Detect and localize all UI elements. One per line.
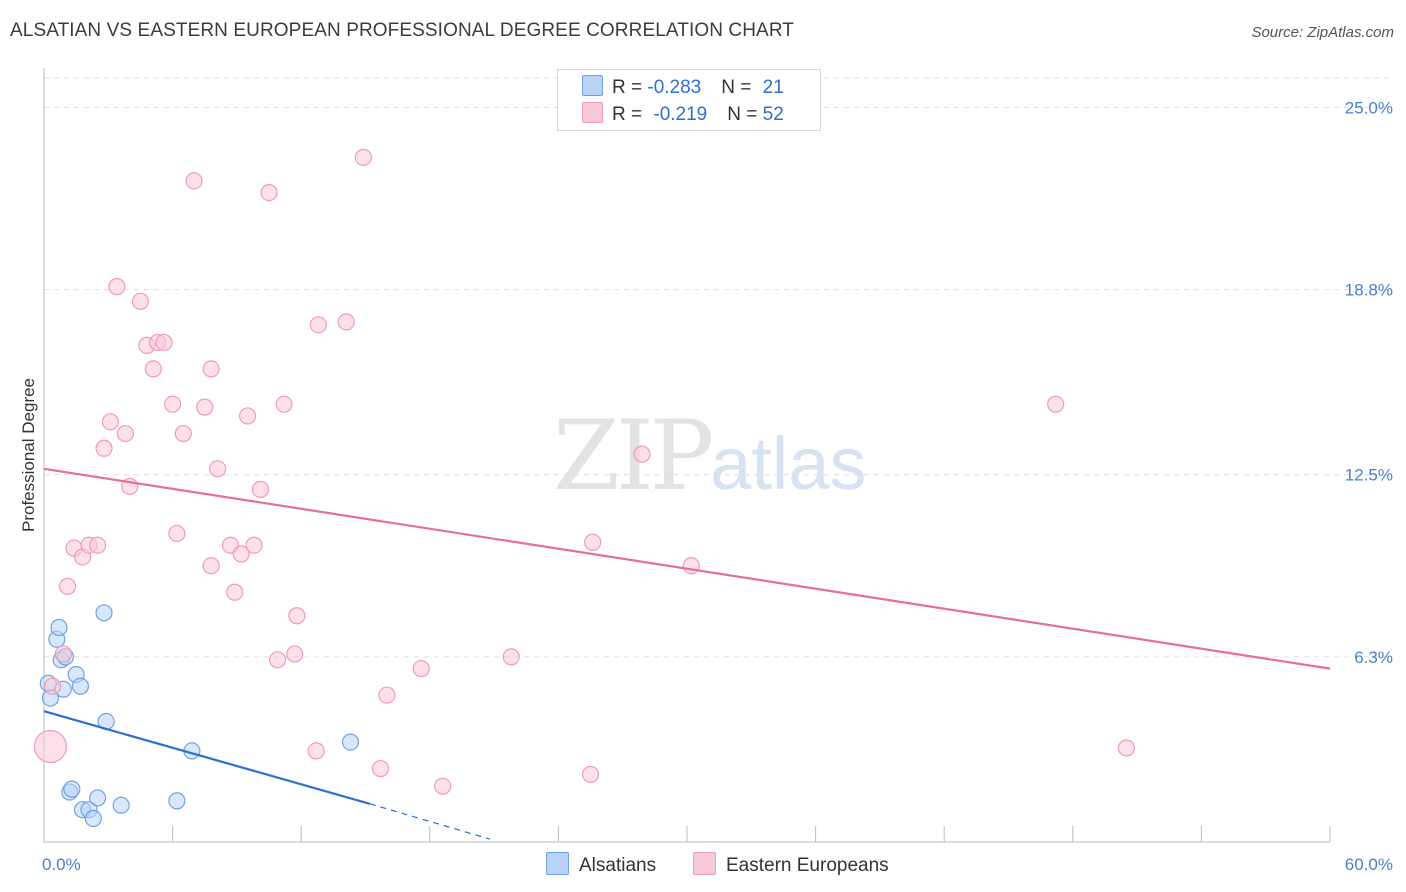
eastern-european-point <box>309 316 327 334</box>
watermark-atlas: atlas <box>710 422 867 505</box>
watermark: ZIPatlas <box>553 400 867 512</box>
eastern-european-point <box>58 577 77 595</box>
source-label: Source: ZipAtlas.com <box>1251 24 1394 41</box>
eastern-european-point <box>251 480 270 498</box>
eastern-european-point <box>95 439 113 457</box>
eastern-european-point <box>168 524 186 543</box>
x-tick-label: 60.0% <box>1345 855 1393 874</box>
eastern-european-point <box>101 413 120 431</box>
eastern-european-point <box>202 360 220 378</box>
alsatian-point <box>88 789 107 807</box>
eastern-european-point <box>337 313 355 331</box>
eastern-european-point <box>275 395 293 413</box>
eastern-european-point <box>226 583 244 601</box>
legend-r-label: R = <box>612 104 648 125</box>
eastern-european-point <box>371 759 390 778</box>
y-tick-label: 25.0% <box>1345 98 1393 117</box>
eastern-european-point <box>185 172 203 190</box>
eastern-european-point <box>144 360 162 378</box>
alsatian-point <box>95 604 113 622</box>
legend-n-label: N = <box>727 104 763 125</box>
eastern-european-point <box>209 460 227 478</box>
y-tick-label: 18.8% <box>1345 281 1393 300</box>
legend-row-eastern-europeans: R = -0.219 N = 52 <box>582 102 784 126</box>
bottom-legend-label: Eastern Europeans <box>726 855 889 876</box>
alsatian-point <box>112 796 130 814</box>
eastern-european-point <box>1117 739 1135 757</box>
legend-n-label: N = <box>721 77 757 98</box>
eastern-european-point <box>54 645 72 663</box>
eastern-european-point <box>682 557 700 575</box>
eastern-european-point <box>269 651 287 669</box>
x-tick-label: 0.0% <box>42 855 81 874</box>
eastern-european-point <box>131 292 150 310</box>
eastern-european-point <box>434 777 452 795</box>
eastern-european-point <box>164 395 182 413</box>
legend-n-value: 52 <box>762 104 784 125</box>
eastern-european-point <box>174 424 192 443</box>
eastern-european-point <box>116 424 135 443</box>
bottom-legend-swatch-eastern-europeans <box>693 852 716 875</box>
legend-n-value: 21 <box>762 77 784 98</box>
legend-swatch-eastern-europeans <box>582 102 603 123</box>
y-axis-title: Professional Degree <box>19 378 38 532</box>
eastern-european-point <box>288 607 306 625</box>
eastern-european-point <box>232 545 250 563</box>
eastern-european-point <box>202 557 220 575</box>
y-tick-label: 6.3% <box>1354 648 1393 667</box>
alsatian-point <box>341 733 360 751</box>
alsatian-point <box>84 809 102 828</box>
bottom-legend-label: Alsatians <box>579 855 657 876</box>
eastern-european-point <box>43 677 62 695</box>
eastern-europeans-trend-line <box>43 467 1331 670</box>
eastern-european-point <box>584 533 602 551</box>
eastern-european-point <box>88 536 107 554</box>
bottom-legend-swatch-alsatians <box>546 852 569 875</box>
bottom-legend-eastern-europeans: Eastern Europeans <box>693 852 889 877</box>
eastern-european-point <box>307 742 325 760</box>
eastern-european-point <box>239 407 257 425</box>
alsatians-trend-extension <box>369 803 490 840</box>
alsatian-point <box>50 618 68 637</box>
eastern-european-point <box>581 765 600 784</box>
chart-title: ALSATIAN VS EASTERN EUROPEAN PROFESSIONA… <box>10 20 795 41</box>
bottom-legend-alsatians: Alsatians <box>546 852 656 877</box>
alsatians-trend-line <box>43 710 371 805</box>
eastern-european-point <box>155 333 173 352</box>
correlation-legend: R = -0.283 N = 21 R = -0.219 N = 52 <box>557 69 821 131</box>
legend-r-value: -0.219 <box>653 104 708 125</box>
eastern-european-point <box>108 278 126 296</box>
eastern-european-point <box>412 660 430 678</box>
alsatian-point <box>168 792 186 810</box>
eastern-european-point <box>196 398 214 416</box>
eastern-european-point <box>378 686 396 704</box>
eastern-european-point <box>33 729 68 764</box>
legend-r-label: R = <box>612 77 648 98</box>
legend-swatch-alsatians <box>582 75 603 96</box>
eastern-european-point <box>502 648 520 666</box>
alsatian-point <box>71 677 90 695</box>
eastern-european-point <box>286 645 304 663</box>
eastern-european-point <box>354 148 372 166</box>
eastern-european-point <box>633 445 651 463</box>
legend-r-value: -0.283 <box>647 77 702 98</box>
legend-row-alsatians: R = -0.283 N = 21 <box>582 75 784 99</box>
y-tick-label: 12.5% <box>1345 466 1393 485</box>
eastern-european-point <box>260 184 278 202</box>
alsatian-point <box>63 780 81 798</box>
eastern-european-point <box>245 536 263 554</box>
eastern-european-point <box>1047 395 1065 413</box>
